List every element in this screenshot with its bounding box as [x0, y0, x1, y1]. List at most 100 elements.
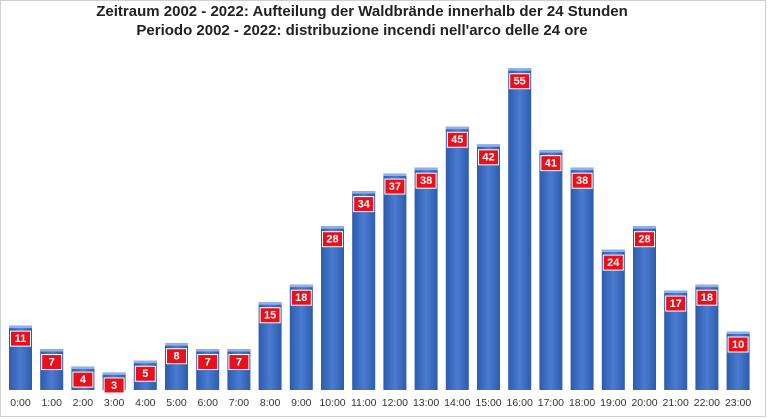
value-label: 37 — [389, 181, 401, 193]
x-tick-label: 1:00 — [41, 397, 62, 409]
value-label: 15 — [264, 310, 276, 322]
bar — [633, 226, 656, 390]
value-label-box — [540, 155, 562, 172]
value-label: 11 — [15, 333, 27, 345]
bar-cap — [321, 226, 344, 229]
value-label: 17 — [670, 298, 682, 310]
bar-cap — [633, 226, 656, 229]
value-label-box — [478, 149, 499, 166]
value-label-box — [634, 231, 655, 248]
x-tick-label: 6:00 — [197, 397, 218, 409]
x-tick-label: 13:00 — [413, 397, 439, 409]
value-label: 45 — [451, 134, 463, 146]
x-tick-label: 23:00 — [725, 397, 751, 409]
value-label: 38 — [576, 175, 588, 187]
value-label: 8 — [173, 351, 179, 363]
x-tick-label: 7:00 — [229, 397, 250, 409]
bar — [695, 284, 719, 390]
value-label-box — [322, 231, 343, 248]
x-tick-label: 14:00 — [444, 397, 470, 409]
x-tick-label: 9:00 — [291, 397, 312, 409]
value-label-box — [446, 131, 468, 148]
x-tick-label: 8:00 — [260, 397, 281, 409]
bar-cap — [570, 167, 594, 171]
bar — [445, 126, 469, 390]
bar-cap — [9, 325, 32, 329]
bar — [289, 284, 313, 390]
value-label: 41 — [545, 158, 557, 170]
value-label-box — [72, 371, 94, 388]
value-label-box — [197, 354, 219, 371]
chart-title: Zeitraum 2002 - 2022: Aufteilung der Wal… — [96, 3, 628, 20]
bar-cap — [196, 349, 220, 352]
bar-cap — [508, 68, 532, 71]
bar-cap — [289, 284, 313, 288]
value-label: 42 — [482, 152, 494, 164]
value-label: 34 — [358, 199, 371, 211]
bar — [539, 150, 563, 390]
bar — [664, 290, 688, 390]
x-tick-label: 15:00 — [475, 397, 501, 409]
bar-cap — [445, 126, 469, 130]
bar — [508, 68, 532, 390]
x-tick-label: 11:00 — [351, 397, 377, 409]
value-label-box — [602, 254, 624, 271]
bar-cap — [664, 290, 688, 294]
value-label-box — [665, 295, 687, 312]
bar-cap — [258, 302, 282, 305]
value-label-box — [228, 354, 250, 371]
bar — [477, 144, 500, 390]
value-label: 28 — [326, 234, 338, 246]
bar — [352, 191, 376, 390]
bar — [601, 249, 625, 390]
value-label: 10 — [732, 339, 744, 351]
value-label-box — [134, 365, 156, 382]
bar-cap — [352, 191, 376, 194]
x-tick-label: 4:00 — [135, 397, 156, 409]
value-label-box — [415, 172, 437, 189]
bar-cap — [383, 173, 407, 177]
x-tick-label: 20:00 — [631, 397, 657, 409]
x-tick-label: 2:00 — [73, 397, 94, 409]
value-label: 7 — [205, 356, 211, 368]
bar-cap — [726, 331, 750, 334]
x-tick-label: 5:00 — [166, 397, 187, 409]
value-label-box — [103, 377, 125, 394]
bar — [414, 167, 438, 390]
value-label-box — [727, 336, 749, 353]
bar-cap — [477, 144, 500, 147]
x-tick-label: 3:00 — [104, 397, 125, 409]
x-tick-label: 0:00 — [10, 397, 31, 409]
bar — [258, 302, 282, 390]
bar-cap — [539, 150, 563, 153]
bar-cap — [695, 284, 719, 288]
value-label: 55 — [514, 76, 526, 88]
value-label-box — [509, 73, 531, 90]
bar-cap — [133, 360, 157, 364]
value-label-box — [353, 196, 375, 213]
value-label: 3 — [111, 380, 117, 392]
bar-cap — [414, 167, 438, 171]
bar-cap — [601, 249, 625, 253]
value-label: 7 — [49, 356, 55, 368]
value-label-box — [166, 348, 187, 365]
value-label: 28 — [638, 234, 650, 246]
x-tick-label: 22:00 — [694, 397, 720, 409]
value-label-box — [259, 307, 281, 324]
value-label-box — [696, 289, 718, 306]
value-label: 38 — [420, 175, 432, 187]
value-label: 18 — [295, 292, 307, 304]
x-tick-label: 21:00 — [663, 397, 689, 409]
value-label-box — [41, 354, 63, 371]
bar-cap — [227, 349, 251, 352]
value-label-box — [384, 178, 406, 195]
x-tick-label: 19:00 — [600, 397, 626, 409]
x-tick-label: 10:00 — [319, 397, 345, 409]
x-tick-label: 18:00 — [569, 397, 595, 409]
value-label: 24 — [607, 257, 620, 269]
x-tick-label: 12:00 — [382, 397, 408, 409]
value-label: 7 — [236, 356, 242, 368]
bar — [321, 226, 344, 390]
value-label: 18 — [701, 292, 713, 304]
